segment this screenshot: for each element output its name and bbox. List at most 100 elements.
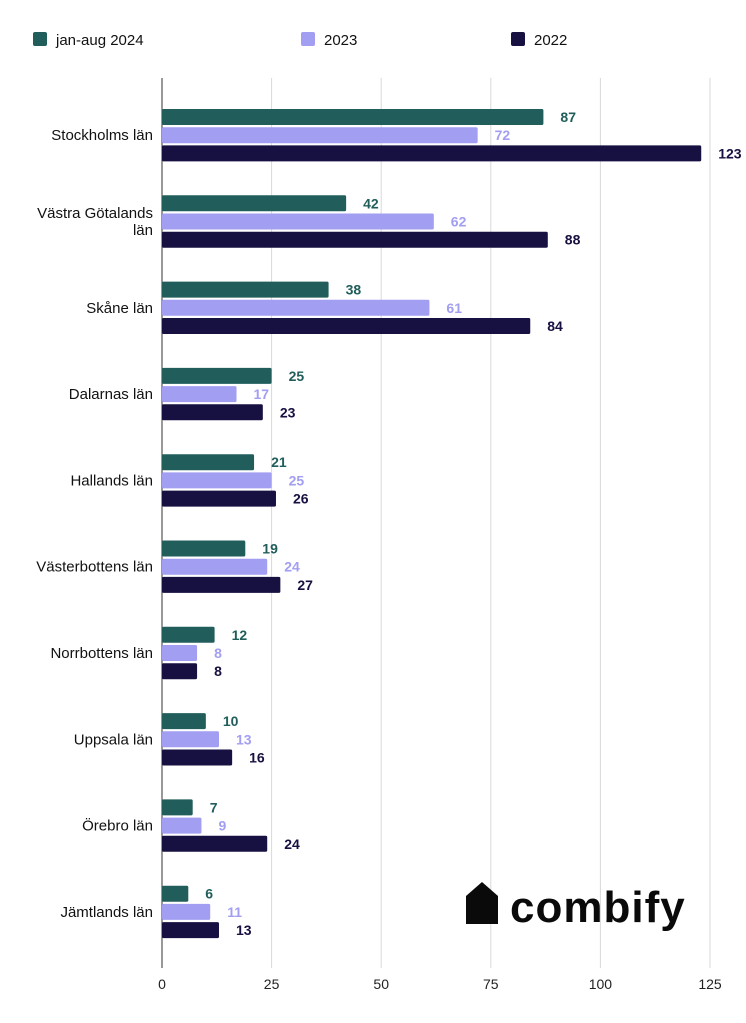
bar bbox=[162, 386, 237, 403]
value-label: 13 bbox=[236, 731, 252, 747]
category-label-line: län bbox=[133, 222, 153, 239]
category-label-line: Stockholms län bbox=[51, 127, 153, 144]
bar bbox=[162, 213, 434, 230]
bars: 8772123426288386184251723212526192427128… bbox=[162, 109, 742, 939]
category-label: Skåne län bbox=[86, 300, 153, 317]
category-label-line: Västra Götalands bbox=[37, 205, 153, 222]
bar bbox=[162, 817, 202, 834]
house-icon bbox=[466, 882, 498, 924]
category-label-line: Norrbottens län bbox=[50, 645, 153, 662]
bar bbox=[162, 645, 198, 661]
bar bbox=[162, 540, 246, 557]
legend: jan-aug 2024 2023 2022 bbox=[33, 32, 567, 49]
bar bbox=[162, 367, 272, 384]
legend-label: jan-aug 2024 bbox=[55, 32, 144, 49]
value-label: 42 bbox=[363, 195, 379, 211]
bar bbox=[162, 281, 329, 298]
bar bbox=[162, 231, 548, 248]
bar bbox=[162, 731, 219, 748]
bar bbox=[162, 490, 276, 507]
value-label: 87 bbox=[560, 109, 576, 125]
bar bbox=[162, 127, 478, 144]
bar bbox=[162, 576, 281, 593]
value-label: 21 bbox=[271, 454, 287, 470]
value-label: 8 bbox=[214, 645, 222, 661]
category-label: Stockholms län bbox=[51, 127, 153, 144]
gridlines bbox=[161, 78, 711, 968]
value-label: 8 bbox=[214, 663, 222, 679]
value-label: 123 bbox=[718, 145, 742, 161]
bar bbox=[162, 922, 219, 939]
value-label: 16 bbox=[249, 750, 265, 766]
category-label: Örebro län bbox=[82, 817, 153, 835]
bar bbox=[162, 454, 255, 471]
value-label: 26 bbox=[293, 491, 309, 507]
value-label: 88 bbox=[565, 232, 581, 248]
bar bbox=[162, 713, 206, 730]
category-label: Uppsala län bbox=[74, 731, 153, 748]
category-labels: Stockholms län Västra Götalands län Skåne l… bbox=[36, 127, 153, 921]
value-label: 7 bbox=[210, 799, 218, 815]
x-axis-ticks: 0 25 50 75 100 125 bbox=[158, 976, 722, 992]
value-label: 84 bbox=[547, 318, 563, 334]
legend-swatch bbox=[511, 32, 525, 46]
bar bbox=[162, 835, 268, 852]
bar bbox=[162, 885, 189, 902]
value-label: 38 bbox=[346, 282, 362, 298]
bar bbox=[162, 299, 430, 316]
bar bbox=[162, 145, 702, 162]
category-label-line: Örebro län bbox=[82, 817, 153, 835]
value-label: 10 bbox=[223, 713, 239, 729]
category-label: Jämtlands län bbox=[60, 904, 153, 921]
tick-label: 0 bbox=[158, 976, 166, 992]
value-label: 62 bbox=[451, 214, 467, 230]
value-label: 25 bbox=[289, 368, 305, 384]
bar bbox=[162, 663, 198, 680]
value-label: 13 bbox=[236, 922, 252, 938]
bar bbox=[162, 558, 268, 575]
value-label: 12 bbox=[232, 627, 248, 643]
value-label: 17 bbox=[254, 386, 270, 402]
legend-swatch bbox=[301, 32, 315, 46]
bar bbox=[162, 404, 263, 421]
bar bbox=[162, 903, 211, 920]
value-label: 24 bbox=[284, 559, 300, 575]
tick-label: 50 bbox=[373, 976, 389, 992]
tick-label: 125 bbox=[698, 976, 722, 992]
bar bbox=[162, 109, 544, 125]
value-label: 27 bbox=[297, 577, 313, 593]
bar bbox=[162, 749, 233, 766]
tick-label: 100 bbox=[589, 976, 613, 992]
category-label: Hallands län bbox=[70, 472, 153, 489]
bar bbox=[162, 195, 347, 212]
category-label: Norrbottens län bbox=[50, 645, 153, 662]
category-label: Västra Götalands län bbox=[37, 205, 153, 239]
tick-label: 75 bbox=[483, 976, 499, 992]
value-label: 25 bbox=[289, 472, 305, 488]
category-label-line: Hallands län bbox=[70, 472, 153, 489]
category-label-line: Dalarnas län bbox=[69, 386, 153, 403]
logo-text: combify bbox=[510, 883, 686, 932]
legend-label: 2023 bbox=[324, 32, 357, 49]
category-label: Västerbottens län bbox=[36, 559, 153, 576]
tick-label: 25 bbox=[264, 976, 280, 992]
value-label: 11 bbox=[227, 904, 242, 920]
bar bbox=[162, 318, 531, 334]
category-label: Dalarnas län bbox=[69, 386, 153, 403]
value-label: 9 bbox=[218, 818, 226, 834]
bar bbox=[162, 799, 193, 816]
value-label: 72 bbox=[495, 127, 511, 143]
legend-label: 2022 bbox=[534, 32, 567, 49]
combify-logo: combify bbox=[466, 882, 686, 932]
bar bbox=[162, 472, 272, 489]
category-label-line: Västerbottens län bbox=[36, 559, 153, 576]
category-label-line: Jämtlands län bbox=[60, 904, 153, 921]
value-label: 24 bbox=[284, 836, 300, 852]
value-label: 23 bbox=[280, 404, 296, 420]
value-label: 6 bbox=[205, 886, 213, 902]
value-label: 61 bbox=[446, 300, 462, 316]
category-label-line: Uppsala län bbox=[74, 731, 153, 748]
legend-swatch bbox=[33, 32, 47, 46]
bar bbox=[162, 626, 215, 643]
